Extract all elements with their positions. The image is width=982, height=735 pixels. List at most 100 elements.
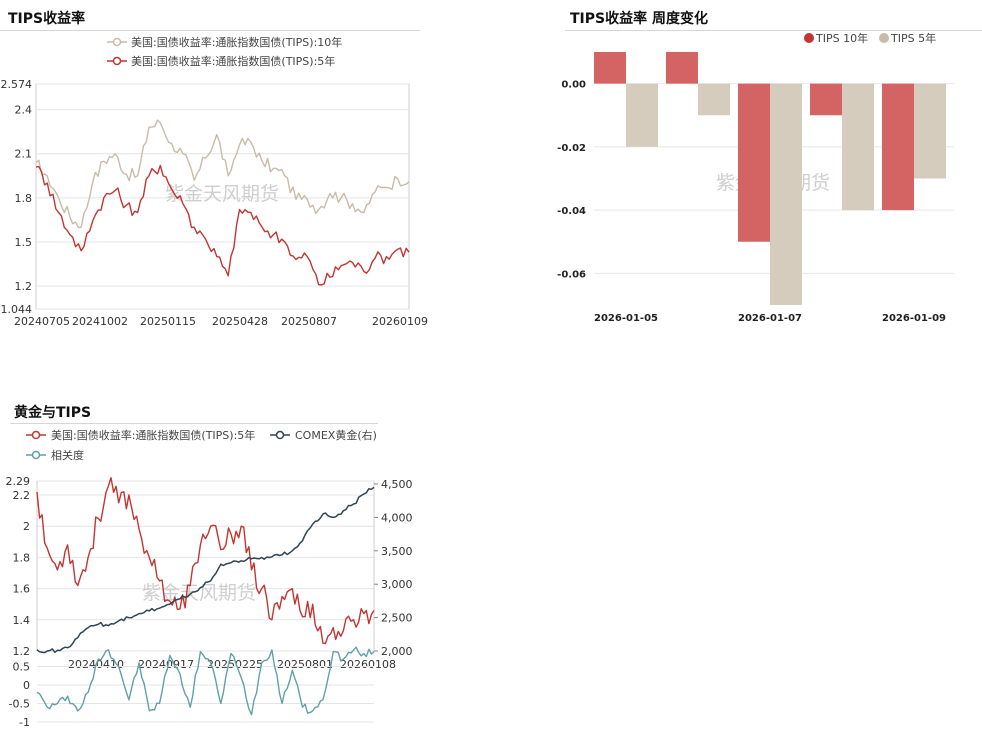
legend-marker-tips-5y-gold [31, 430, 41, 440]
y-tick-label: 1.044 [1, 303, 33, 316]
legend-marker-tips-10y-bar [804, 33, 814, 43]
y-tick-label: 0.00 [561, 80, 586, 91]
bar-tips-10y [738, 83, 770, 242]
y-tick-label: 1.8 [13, 551, 31, 564]
y-tick-label-right: 3,000 [381, 578, 413, 591]
y-tick-label: 2.574 [1, 78, 33, 91]
y-tick-label: 2.4 [15, 104, 33, 117]
watermark: 紫金天风期货 [165, 183, 279, 205]
panel-title-weekly-change: TIPS收益率 周度变化 [570, 11, 708, 27]
y-tick-label: 1.4 [13, 614, 31, 627]
y-tick-label-right: 2,000 [381, 645, 413, 658]
y-tick-label: -0.02 [557, 143, 586, 154]
panel-divider [0, 30, 420, 31]
chart-weekly-change: TIPS 10年 TIPS 5年 0.00-0.02-0.04-0.06 紫金天… [557, 31, 954, 324]
series-line-tips-5y [36, 477, 375, 645]
x-tick-label: 20250225 [207, 658, 263, 671]
x-tick-label: 20250428 [212, 315, 268, 328]
y-tick-label: -0.04 [557, 206, 586, 217]
chart2-x-axis: 2026-01-05 2026-01-07 2026-01-09 [594, 313, 946, 324]
bar-tips-5y [842, 83, 874, 211]
y-tick-label: -0.5 [9, 698, 30, 711]
chart3-series [36, 477, 375, 654]
legend-marker-tips-5y-bar [879, 33, 889, 43]
chart2-legend: TIPS 10年 TIPS 5年 [804, 31, 936, 45]
legend-marker-correlation [31, 450, 41, 460]
chart1-legend: 美国:国债收益率:通胀指数国债(TIPS):10年 美国:国债收益率:通胀指数国… [107, 35, 342, 68]
x-tick-label: 2026-01-09 [882, 313, 946, 324]
legend-marker-comex-gold [275, 430, 285, 440]
chart3-y-axis-right: 2,000 2,500 3,000 3,500 4,000 4,500 [374, 478, 413, 658]
panel-title-gold-tips: 黄金与TIPS [14, 405, 92, 421]
series-line-tips-5y [35, 164, 410, 286]
legend-marker-tips-10y [112, 37, 122, 47]
bar-tips-5y [626, 83, 658, 147]
x-tick-label: 20241002 [72, 315, 128, 328]
legend-label-tips-5y-gold: 美国:国债收益率:通胀指数国债(TIPS):5年 [51, 428, 255, 442]
chart3-lower-series [36, 646, 375, 716]
x-tick-label: 20250115 [140, 315, 196, 328]
chart2-y-axis: 0.00 -0.02 -0.04 -0.06 [557, 80, 586, 281]
legend-label-tips-10y-bar: TIPS 10年 [815, 31, 868, 45]
y-tick-label: 2.2 [13, 489, 31, 502]
bar-tips-10y [882, 83, 914, 211]
chart1-series [35, 119, 410, 286]
panel-divider [10, 423, 378, 424]
y-tick-label: 1.2 [15, 280, 33, 293]
x-tick-label: 20260108 [340, 658, 396, 671]
y-tick-label: 2.1 [15, 148, 33, 161]
bar-tips-5y [770, 83, 802, 305]
y-tick-label-right: 4,000 [381, 511, 413, 524]
legend-label-comex-gold: COMEX黄金(右) [295, 428, 377, 442]
x-tick-label: 20260109 [372, 315, 428, 328]
x-tick-label: 2026-01-07 [738, 313, 802, 324]
chart-gold-tips: 美国:国债收益率:通胀指数国债(TIPS):5年 COMEX黄金(右) 相关度 … [6, 428, 413, 729]
y-tick-label: 0 [23, 679, 30, 692]
y-tick-label: 0.5 [13, 661, 31, 674]
y-tick-label: -1 [19, 716, 30, 729]
chart3-lower-gridlines [37, 666, 374, 723]
chart1-y-axis: 1.044 1.2 1.5 1.8 2.1 2.4 2.574 [1, 78, 33, 316]
y-tick-label: 1.6 [13, 583, 31, 596]
bar-tips-10y [810, 83, 842, 116]
y-tick-label-right: 2,500 [381, 612, 413, 625]
y-tick-label: 1.8 [15, 192, 33, 205]
legend-label-tips-5y-bar: TIPS 5年 [890, 31, 936, 45]
y-tick-label: 2.29 [6, 475, 31, 488]
bar-tips-5y [698, 83, 730, 116]
chart3-y-axis-left: 1.2 1.4 1.6 1.8 2 2.22.29 [6, 475, 31, 658]
chart1-gridlines [36, 83, 409, 310]
y-tick-label-right: 3,500 [381, 545, 413, 558]
series-line-tips-10y [35, 119, 410, 229]
x-tick-label: 20240917 [138, 658, 194, 671]
x-tick-label: 20250801 [277, 658, 333, 671]
bar-tips-10y [594, 52, 626, 84]
series-line-correlation [36, 646, 375, 716]
chart3-legend: 美国:国债收益率:通胀指数国债(TIPS):5年 COMEX黄金(右) 相关度 [26, 428, 377, 462]
chart3-gridlines [36, 480, 375, 652]
legend-marker-tips-5y [112, 56, 122, 66]
y-tick-label: -0.06 [557, 269, 586, 280]
chart-tips-yield: 美国:国债收益率:通胀指数国债(TIPS):10年 美国:国债收益率:通胀指数国… [1, 35, 429, 328]
x-tick-label: 20240705 [14, 315, 70, 328]
chart3-x-axis: 20240410 20240917 20250225 20250801 20260108 [68, 658, 396, 671]
series-line-comex-gold [36, 486, 375, 654]
legend-label-tips-10y: 美国:国债收益率:通胀指数国债(TIPS):10年 [131, 35, 342, 49]
bar-tips-10y [666, 52, 698, 84]
legend-label-tips-5y: 美国:国债收益率:通胀指数国债(TIPS):5年 [131, 54, 335, 68]
chart3-lower-y-axis: -1 -0.5 0 0.5 [9, 661, 30, 730]
bar-tips-5y [914, 83, 946, 179]
y-tick-label: 2 [23, 520, 30, 533]
y-tick-label: 1.2 [13, 645, 31, 658]
watermark: 紫金天风期货 [142, 582, 256, 604]
chart2-bars [594, 52, 946, 305]
y-tick-label-right: 4,500 [381, 478, 413, 491]
panel-divider [565, 30, 982, 31]
legend-label-correlation: 相关度 [51, 448, 84, 462]
panel-title-tips-yield: TIPS收益率 [8, 11, 86, 27]
x-tick-label: 20250807 [281, 315, 337, 328]
y-tick-label: 1.5 [15, 236, 33, 249]
chart1-x-axis: 20240705 20241002 20250115 20250428 20250807… [14, 315, 428, 328]
x-tick-label: 2026-01-05 [594, 313, 658, 324]
